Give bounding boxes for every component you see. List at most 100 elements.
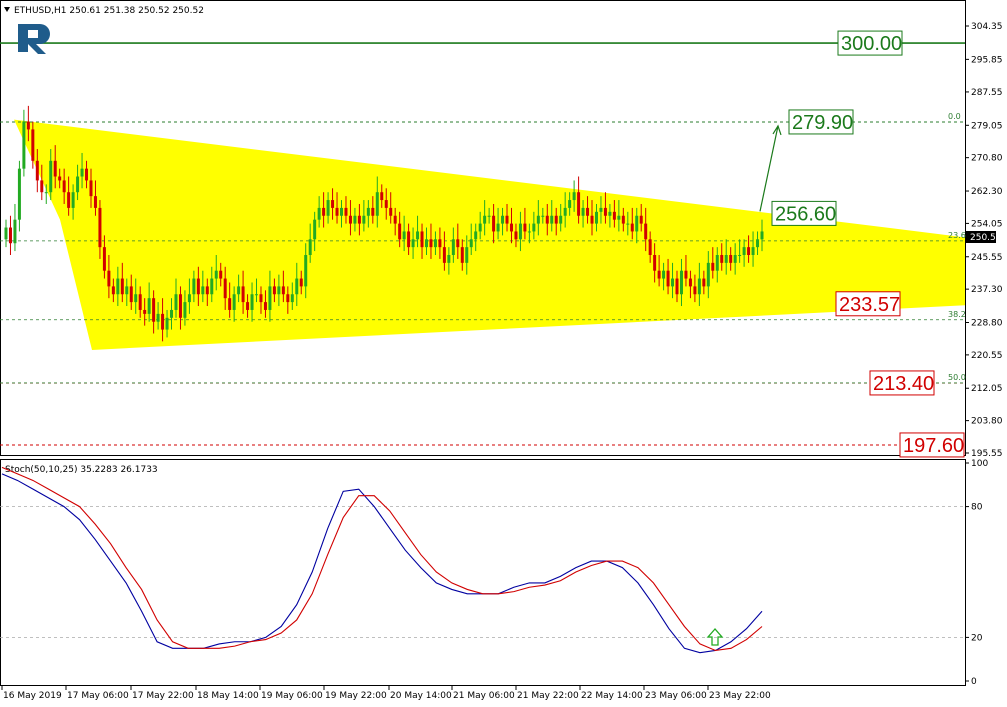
price-tick-label: 195.55 bbox=[971, 449, 1003, 459]
stoch-up-arrow bbox=[706, 628, 724, 646]
candle-body bbox=[102, 247, 106, 271]
candle-body bbox=[31, 129, 35, 161]
candle-body bbox=[272, 286, 276, 295]
current-price-tag: 250.52 bbox=[966, 231, 1002, 243]
price-tick-label: 203.80 bbox=[971, 417, 1003, 427]
candle-body bbox=[125, 286, 129, 295]
candle-body bbox=[724, 255, 728, 263]
candle-body bbox=[572, 192, 576, 201]
candle-body bbox=[268, 286, 272, 310]
candle-body bbox=[138, 294, 142, 310]
candle-body bbox=[666, 270, 670, 287]
forecast-arrow-head bbox=[772, 124, 782, 136]
candle-body bbox=[170, 309, 174, 318]
candle-body bbox=[402, 231, 406, 240]
candle-body bbox=[563, 207, 567, 216]
candle-body bbox=[366, 207, 370, 216]
candle-body bbox=[630, 223, 634, 232]
candle-body bbox=[568, 200, 572, 208]
candle-body bbox=[747, 247, 751, 256]
candle-body bbox=[688, 278, 692, 287]
candle-body bbox=[518, 223, 522, 240]
candle-body bbox=[442, 247, 446, 263]
candle-body bbox=[389, 207, 393, 216]
candle-body bbox=[371, 207, 375, 216]
candle-body bbox=[290, 294, 294, 303]
stoch-levels bbox=[0, 506, 965, 638]
level-label-text: 300.00 bbox=[841, 33, 902, 55]
level-label-box: 213.40 bbox=[869, 370, 935, 396]
candle-body bbox=[111, 286, 115, 295]
fib-level-label: 38.2 bbox=[948, 310, 966, 319]
candle-body bbox=[581, 207, 585, 216]
time-tick-label: 23 May 22:00 bbox=[709, 691, 771, 701]
candle-body bbox=[161, 313, 165, 330]
candle-body bbox=[760, 231, 764, 240]
candle-body bbox=[729, 255, 733, 263]
candle-body bbox=[671, 278, 675, 287]
candle-body bbox=[44, 192, 48, 194]
candle-body bbox=[657, 270, 661, 279]
chart-symbol-header: ETHUSD,H1 250.61 251.38 250.52 250.52 bbox=[14, 6, 204, 16]
candle-body bbox=[626, 223, 630, 225]
candle-body bbox=[8, 227, 12, 244]
candle-body bbox=[4, 227, 8, 240]
candle-body bbox=[621, 215, 625, 224]
candle-body bbox=[586, 207, 590, 216]
candle-body bbox=[165, 317, 169, 330]
candle-body bbox=[599, 207, 603, 212]
candle-body bbox=[58, 176, 62, 181]
candle-body bbox=[317, 207, 321, 220]
time-tick-label: 16 May 2019 bbox=[3, 691, 62, 701]
candle-body bbox=[603, 207, 607, 216]
candle-body bbox=[335, 207, 339, 216]
candle-body bbox=[143, 309, 147, 314]
candle-body bbox=[35, 160, 39, 181]
time-tick-label: 19 May 22:00 bbox=[325, 691, 387, 701]
candle-body bbox=[286, 294, 290, 303]
candle-body bbox=[313, 219, 317, 240]
candle-body bbox=[85, 168, 89, 181]
candle-body bbox=[384, 200, 388, 208]
candle-body bbox=[13, 219, 17, 244]
candle-body bbox=[398, 223, 402, 240]
candle-body bbox=[684, 270, 688, 279]
candle-body bbox=[451, 239, 455, 256]
candle-body bbox=[214, 270, 218, 279]
candle-body bbox=[134, 294, 138, 303]
candle-body bbox=[375, 192, 379, 216]
candle-body bbox=[232, 294, 236, 310]
candle-body bbox=[483, 215, 487, 224]
stoch-tick-label: 20 bbox=[971, 633, 983, 643]
candle-body bbox=[469, 239, 473, 248]
price-tick-label: 287.55 bbox=[971, 88, 1003, 98]
candle-body bbox=[340, 207, 344, 216]
price-axis: 304.35 295.85 287.55 279.05 270.80 262.30 254.… bbox=[965, 22, 1003, 459]
candle-body bbox=[304, 255, 308, 287]
candle-body bbox=[129, 286, 133, 303]
fib-labels: 0.0 23.6 38.2 50.0 bbox=[948, 112, 966, 382]
candle-body bbox=[536, 215, 540, 224]
candle-body bbox=[456, 239, 460, 248]
time-tick-label: 20 May 14:00 bbox=[390, 691, 452, 701]
time-tick-label: 17 May 22:00 bbox=[132, 691, 194, 701]
level-label-box: 233.57 bbox=[835, 291, 901, 317]
fib-level-label: 0.0 bbox=[948, 112, 961, 121]
candle-body bbox=[545, 215, 549, 224]
candle-body bbox=[255, 294, 259, 296]
candle-body bbox=[407, 231, 411, 248]
candle-body bbox=[22, 121, 26, 169]
time-tick-label: 18 May 14:00 bbox=[197, 691, 259, 701]
fib-level-label: 50.0 bbox=[948, 373, 966, 382]
time-tick-label: 21 May 22:00 bbox=[517, 691, 579, 701]
chart-header: ETHUSD,H1 250.61 251.38 250.52 250.52 bbox=[4, 6, 204, 16]
candle-body bbox=[152, 298, 156, 322]
candle-body bbox=[465, 247, 469, 263]
time-tick-label: 19 May 06:00 bbox=[261, 691, 323, 701]
candle-body bbox=[241, 286, 245, 303]
candle-body bbox=[505, 215, 509, 224]
candle-body bbox=[514, 231, 518, 240]
candle-body bbox=[393, 215, 397, 224]
candle-body bbox=[259, 294, 263, 303]
level-label-box: 279.90 bbox=[788, 109, 854, 135]
